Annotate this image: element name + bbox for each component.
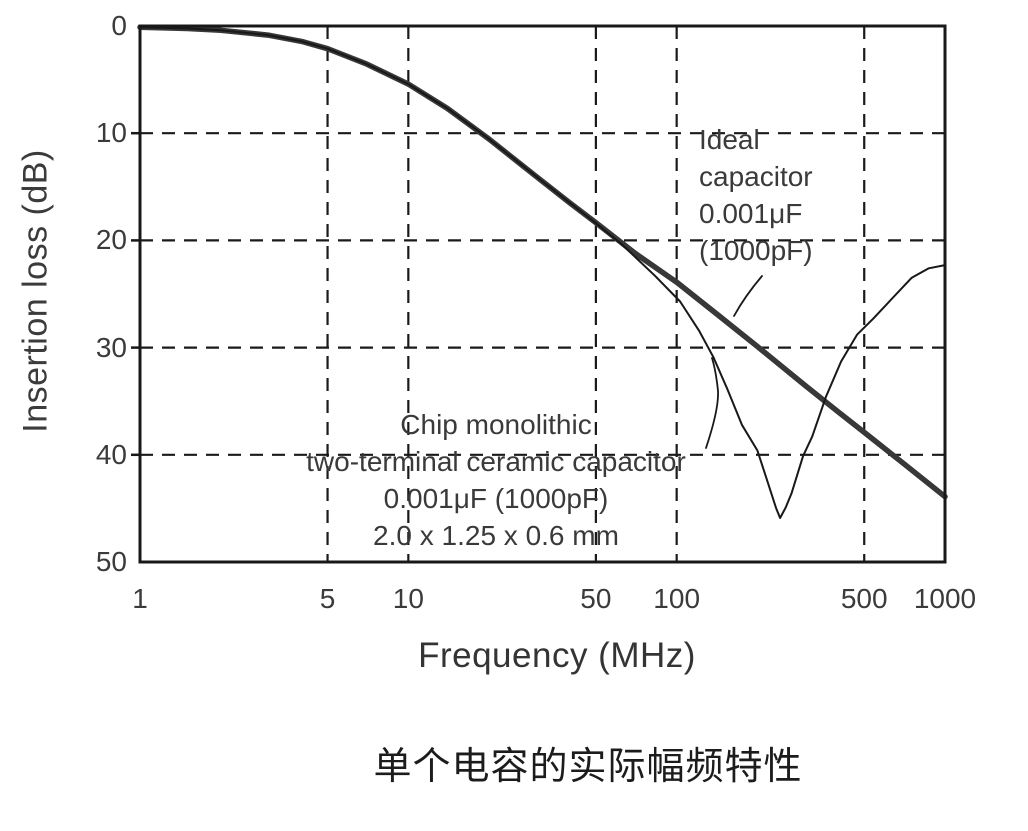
x-tick-label: 10 (392, 583, 424, 614)
y-tick-label: 20 (95, 224, 127, 256)
x-axis-title: Frequency (MHz) (418, 636, 696, 675)
chip-capacitor-annotation: Chip monolithic two-terminal ceramic capa… (276, 406, 716, 554)
ideal-annotation-line: (1000pF) (699, 235, 813, 266)
chip-annotation-line: two-terminal ceramic capacitor (306, 446, 686, 477)
chip-capacitor-curve (139, 26, 946, 519)
chip-annotation-line: Chip monolithic (400, 409, 592, 440)
plot-border (138, 24, 947, 564)
x-tick-label: 1 (132, 583, 148, 614)
figure-caption: 单个电容的实际幅频特性 (373, 746, 803, 788)
plot-svg (131, 24, 948, 564)
chip-annotation-line: 2.0 x 1.25 x 0.6 mm (373, 520, 619, 551)
y-tick-label: 40 (95, 438, 127, 470)
x-tick-label: 100 (653, 583, 701, 614)
chip-annotation-line: 0.001μF (1000pF) (383, 483, 609, 514)
ideal-annotation-leader-line (733, 275, 763, 317)
y-tick-label: 50 (95, 546, 127, 577)
ideal-annotation-line: 0.001μF (699, 198, 803, 229)
x-tick-label: 1000 (913, 583, 977, 614)
y-tick-label: 10 (95, 117, 127, 149)
y-tick-label: 0 (111, 10, 127, 41)
x-tick-label: 50 (580, 583, 612, 614)
chip-annotation-leader-line (705, 357, 719, 449)
y-tick-label: 30 (95, 331, 127, 363)
insertion-loss-chart: Insertion loss (dB) Frequency (MHz) 0 10 2… (16, 10, 977, 675)
ideal-capacitor-annotation: Ideal capacitor 0.001μF (1000pF) (699, 121, 813, 269)
ideal-annotation-line: capacitor (699, 161, 813, 192)
ideal-annotation-line: Ideal (699, 124, 760, 155)
x-tick-label: 5 (319, 583, 336, 614)
y-axis-title: Insertion loss (dB) (16, 149, 55, 433)
x-tick-label: 500 (840, 583, 888, 614)
